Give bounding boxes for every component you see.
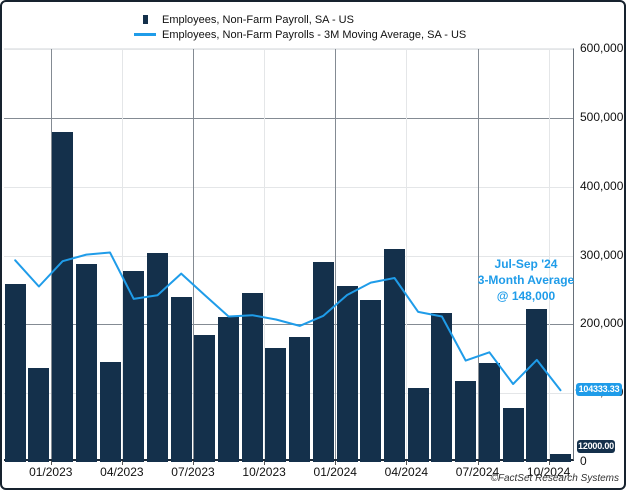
payroll-bar-04/2024[interactable] <box>407 387 429 462</box>
x-tick-mark <box>477 461 479 465</box>
legend-item-payroll[interactable]: Employees, Non-Farm Payroll, SA - US <box>132 12 466 27</box>
gridline-y-100000 <box>4 393 573 395</box>
gridline-x-07/2024 <box>477 49 479 459</box>
annotation-line-3: @ 148,000 <box>496 289 556 303</box>
payroll-bar-05/2024[interactable] <box>431 313 453 462</box>
x-tick-label: 01/2024 <box>313 465 357 479</box>
payroll-bar-07/2023[interactable] <box>194 335 216 462</box>
payroll-bar-01/2023[interactable] <box>52 131 74 462</box>
gridline-x-10/2023 <box>264 49 266 459</box>
last-value-badge-payroll: 12000.00 <box>577 440 615 453</box>
annotation-line-1: Jul-Sep '24 <box>494 257 558 271</box>
x-tick-label: 04/2023 <box>100 465 144 479</box>
y-tick-label: 500,000 <box>580 109 624 124</box>
y-tick-label: 400,000 <box>580 178 624 193</box>
last-value-badge-moving-average: 104333.33 <box>575 383 622 396</box>
legend-label-payroll: Employees, Non-Farm Payroll, SA - US <box>162 13 354 26</box>
payroll-bar-09/2023[interactable] <box>241 292 263 462</box>
x-tick-mark <box>264 461 266 465</box>
x-tick-label: 01/2023 <box>29 465 73 479</box>
payroll-bar-08/2024[interactable] <box>502 408 524 462</box>
bar-series-swatch-box <box>132 15 158 24</box>
payroll-bar-02/2023[interactable] <box>75 264 97 462</box>
annotation-line-2: 3-Month Average <box>477 273 575 287</box>
payroll-bar-10/2024[interactable] <box>549 453 571 462</box>
x-tick-mark <box>121 461 123 465</box>
gridline-x-04/2024 <box>406 49 408 459</box>
chart-legend: Employees, Non-Farm Payroll, SA - US Emp… <box>132 12 466 42</box>
gridline-y-600000 <box>4 49 573 50</box>
payroll-bar-02/2024[interactable] <box>360 299 382 462</box>
y-tick-label: 600,000 <box>580 41 624 55</box>
payroll-bar-10/2023[interactable] <box>265 348 287 462</box>
y-tick-label: 300,000 <box>580 247 624 262</box>
gridline-x-01/2023 <box>50 49 52 459</box>
x-tick-label: 10/2024 <box>526 465 571 479</box>
gridline-y-200000 <box>4 324 573 326</box>
payroll-bar-07/2024[interactable] <box>478 362 500 462</box>
y-tick-label: 200,000 <box>580 316 624 331</box>
plot-area[interactable] <box>4 48 574 462</box>
payroll-bar-11/2023[interactable] <box>289 336 311 462</box>
payroll-bar-03/2023[interactable] <box>99 361 121 462</box>
payroll-bar-06/2023[interactable] <box>170 296 192 462</box>
moving-average-polyline <box>14 251 562 392</box>
x-tick-mark <box>50 461 52 465</box>
y-tick-label: 0 <box>580 454 587 468</box>
gridline-x-04/2023 <box>121 49 123 459</box>
bar-swatch-icon <box>142 15 148 24</box>
gridline-y-500000 <box>4 117 573 119</box>
payroll-bar-11/2022[interactable] <box>4 284 26 462</box>
gridline-x-10/2024 <box>548 49 550 459</box>
payroll-bar-03/2024[interactable] <box>384 248 406 462</box>
moving-average-line <box>14 251 562 392</box>
gridline-y-300000 <box>4 255 573 257</box>
legend-item-moving-average[interactable]: Employees, Non-Farm Payrolls - 3M Moving… <box>132 27 466 42</box>
x-tick-label: 10/2023 <box>242 465 286 479</box>
x-tick-label: 07/2024 <box>455 465 500 479</box>
x-tick-mark <box>335 461 337 465</box>
x-tick-mark <box>406 461 408 465</box>
x-tick-label: 07/2023 <box>171 465 215 479</box>
gridline-x-01/2024 <box>335 49 337 459</box>
payroll-bar-04/2023[interactable] <box>123 270 145 462</box>
gridline-x-07/2023 <box>193 49 194 459</box>
factset-credit: ©FactSet Research Systems <box>490 473 619 484</box>
payroll-bar-08/2023[interactable] <box>218 317 240 462</box>
payroll-bar-09/2024[interactable] <box>526 308 548 462</box>
x-tick-mark <box>548 461 550 465</box>
payroll-bar-05/2023[interactable] <box>146 253 168 462</box>
payroll-bar-06/2024[interactable] <box>455 380 477 462</box>
annotation-3m-average: Jul-Sep '24 3-Month Average @ 148,000 <box>464 256 588 304</box>
payroll-bar-01/2024[interactable] <box>336 285 358 462</box>
x-tick-label: 04/2024 <box>384 465 429 479</box>
legend-label-moving-average: Employees, Non-Farm Payrolls - 3M Moving… <box>162 28 467 41</box>
payroll-bar-12/2022[interactable] <box>28 367 50 462</box>
x-tick-mark <box>193 461 194 465</box>
gridline-y-400000 <box>4 186 573 188</box>
line-swatch-icon <box>134 33 156 36</box>
line-series-swatch-box <box>132 33 158 36</box>
